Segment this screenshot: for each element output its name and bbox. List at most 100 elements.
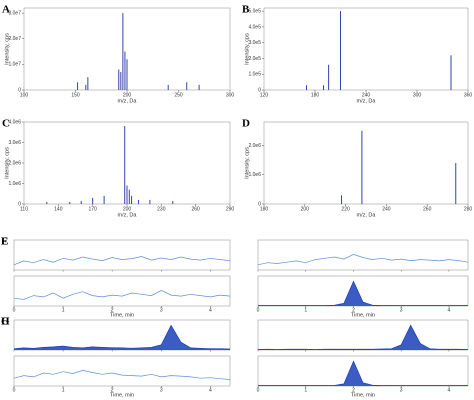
x-tick-label: 2 [111, 387, 114, 393]
plot-frame [263, 7, 469, 91]
x-tick-label: 300 [226, 92, 235, 98]
trace-area [258, 325, 468, 350]
x-tick-label: 360 [464, 92, 473, 98]
y-tick-label: 3.0e6 [8, 140, 21, 146]
x-tick-label: 0 [257, 387, 260, 393]
x-tick-label: 3 [400, 307, 403, 313]
y-tick-label: 0 [258, 87, 261, 93]
x-tick-label: 230 [157, 206, 166, 212]
x-tick-label: 150 [71, 92, 80, 98]
y-tick-label: 4.0e5 [248, 24, 261, 30]
x-tick-label: 4 [448, 387, 451, 393]
x-tick-label: 170 [88, 206, 97, 212]
y-tick-label: 0 [18, 201, 21, 207]
x-tick-label: 110 [20, 206, 28, 212]
x-axis-label: Time, min [351, 392, 375, 398]
x-tick-label: 1 [62, 307, 65, 313]
x-tick-label: 280 [464, 206, 473, 212]
trace [13, 324, 231, 350]
x-axis-label: m/z, Da [357, 98, 377, 104]
trace [13, 256, 231, 266]
panel-label: B [242, 4, 250, 16]
plot-frame [13, 355, 231, 387]
x-axis-label: m/z, Da [118, 212, 138, 218]
panel-label: D [242, 118, 250, 130]
y-tick-label: 2.0e6 [248, 143, 261, 149]
x-tick-label: 0 [13, 387, 16, 393]
y-tick-label: 0 [258, 201, 261, 207]
x-tick-label: 1 [62, 387, 65, 393]
x-tick-label: 3 [160, 307, 163, 313]
y-axis-label: Intensity, cps [244, 147, 250, 179]
trace [13, 290, 231, 300]
panel-label: A [2, 4, 10, 16]
x-tick-label: 200 [123, 206, 132, 212]
x-tick-label: 240 [382, 206, 391, 212]
panel-label: H [1, 316, 10, 328]
plot-frame [257, 355, 469, 387]
y-tick-label: 2.0e6 [8, 160, 21, 166]
panel-label: C [2, 118, 10, 130]
trace [258, 280, 468, 306]
x-tick-label: 180 [311, 92, 320, 98]
x-axis-label: Time, min [351, 312, 375, 318]
y-axis-label: Intensity, cps [244, 33, 250, 65]
x-tick-label: 200 [301, 206, 310, 212]
y-tick-label: 2.0e7 [8, 36, 21, 42]
trace [257, 254, 469, 266]
x-tick-label: 240 [362, 92, 371, 98]
plot-frame [257, 319, 469, 351]
x-tick-label: 290 [226, 206, 235, 212]
trace [13, 370, 231, 380]
x-tick-label: 0 [257, 307, 260, 313]
x-axis-label: Time, min [110, 312, 134, 318]
x-tick-label: 300 [413, 92, 422, 98]
x-tick-label: 0 [13, 307, 16, 313]
x-tick-label: 2 [111, 307, 114, 313]
x-axis-label: Time, min [110, 392, 134, 398]
y-tick-label: 1.0e7 [8, 62, 21, 68]
x-tick-label: 180 [260, 206, 269, 212]
x-tick-label: 250 [174, 92, 183, 98]
x-tick-label: 2 [352, 307, 355, 313]
plot-frame [13, 319, 231, 351]
y-axis-label: Intensity, cps [4, 147, 10, 179]
x-tick-label: 100 [20, 92, 29, 98]
panel-label: F [1, 236, 8, 248]
x-tick-label: 2 [352, 387, 355, 393]
y-tick-label: 1.0e6 [248, 172, 261, 178]
y-tick-label: 4.0e6 [8, 119, 21, 125]
y-tick-label: 2.0e5 [248, 56, 261, 62]
x-tick-label: 4 [448, 307, 451, 313]
plot-frame [13, 275, 231, 307]
y-tick-label: 0 [18, 87, 21, 93]
trace-area [14, 325, 230, 350]
x-tick-label: 260 [423, 206, 432, 212]
y-tick-label: 5.0e5 [248, 8, 261, 14]
x-tick-label: 140 [54, 206, 63, 212]
plot-frame [257, 239, 469, 271]
plot-frame [263, 121, 469, 205]
panel-label: G [1, 316, 10, 328]
y-tick-label: 1.0e6 [8, 181, 21, 187]
x-tick-label: 260 [191, 206, 200, 212]
y-tick-label: 3.0e5 [248, 40, 261, 46]
x-tick-label: 4 [209, 387, 212, 393]
x-tick-label: 220 [341, 206, 350, 212]
x-tick-label: 200 [123, 92, 132, 98]
x-tick-label: 3 [400, 387, 403, 393]
x-axis-label: m/z, Da [357, 212, 377, 218]
panel-label: E [1, 236, 8, 248]
x-axis-label: m/z, Da [118, 98, 138, 104]
y-tick-label: 1.0e5 [248, 72, 261, 78]
x-tick-label: 3 [160, 387, 163, 393]
x-tick-label: 1 [304, 307, 307, 313]
y-tick-label: 3.0e7 [8, 10, 21, 16]
plot-frame [13, 239, 231, 271]
trace [257, 324, 469, 350]
trace [258, 360, 468, 386]
x-tick-label: 1 [304, 387, 307, 393]
x-tick-label: 120 [260, 92, 269, 98]
x-tick-label: 4 [209, 307, 212, 313]
